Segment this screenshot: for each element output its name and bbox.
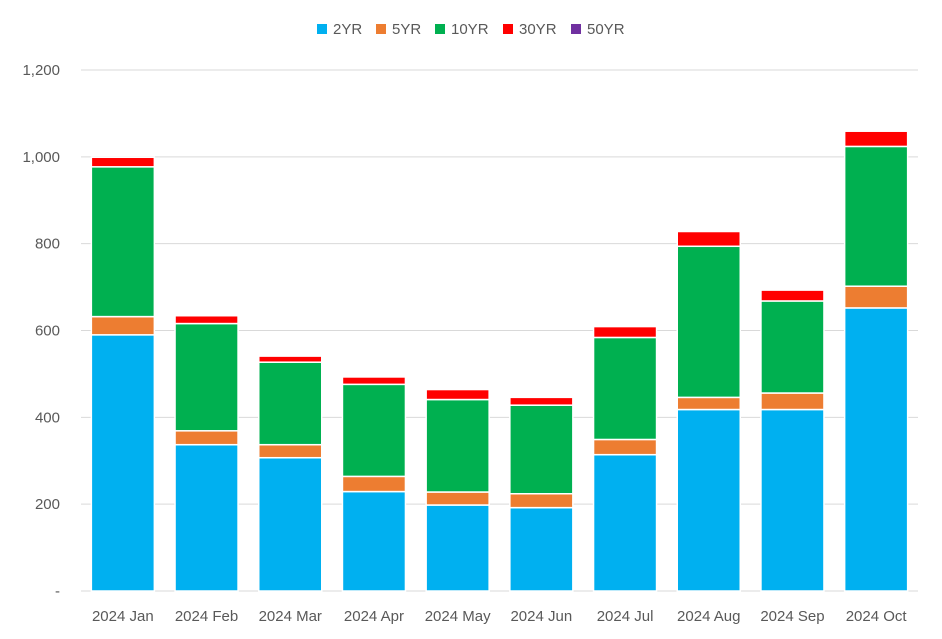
- x-axis: 2024 Jan 2024 Feb 2024 Mar 2024 Apr 2024 May…: [92, 608, 907, 625]
- x-tick-label: 2024 Apr: [344, 608, 404, 625]
- bar-segment-5yr: [425, 491, 490, 506]
- bars: [90, 130, 909, 592]
- x-tick-label: 2024 Mar: [259, 608, 322, 625]
- legend-swatch-2yr: [317, 24, 327, 34]
- bar-segment-10yr: [843, 145, 909, 287]
- bar-segment-10yr: [676, 245, 741, 399]
- bar-segment-30yr: [592, 325, 658, 339]
- bar-segment-30yr: [843, 130, 909, 148]
- bar-segment-30yr: [509, 396, 574, 406]
- bar-segment-5yr: [174, 430, 239, 446]
- x-tick-label: 2024 Sep: [760, 608, 824, 625]
- y-axis: - 200 400 600 800 1,000 1,200: [22, 62, 60, 600]
- bar-segment-5yr: [592, 438, 658, 456]
- bar-segment-10yr: [90, 166, 156, 318]
- bar-segment-10yr: [341, 383, 407, 478]
- legend-swatch-50yr: [571, 24, 581, 34]
- x-tick-label: 2024 Aug: [677, 608, 740, 625]
- bar-segment-5yr: [509, 492, 574, 509]
- bar-segment-5yr: [90, 315, 156, 336]
- bar-segment-2yr: [843, 307, 909, 592]
- y-tick-label: 400: [35, 409, 60, 426]
- bar-segment-10yr: [174, 322, 239, 432]
- x-tick-label: 2024 Jun: [510, 608, 572, 625]
- x-tick-label: 2024 May: [425, 608, 491, 625]
- bar-segment-30yr: [258, 355, 323, 363]
- bar-segment-30yr: [425, 388, 490, 401]
- bar-segment-10yr: [509, 404, 574, 495]
- x-tick-label: 2024 Oct: [846, 608, 908, 625]
- bar-segment-2yr: [425, 504, 490, 592]
- bar-segment-5yr: [676, 396, 741, 411]
- bar-segment-30yr: [341, 376, 407, 386]
- bar-segment-30yr: [760, 289, 825, 302]
- y-tick-label: 200: [35, 496, 60, 513]
- bar-segment-2yr: [592, 453, 658, 592]
- bar-segment-2yr: [90, 334, 156, 592]
- legend-label-30yr: 30YR: [519, 21, 557, 38]
- legend: 2YR 5YR 10YR 30YR 50YR: [317, 21, 625, 38]
- bar-segment-2yr: [258, 456, 323, 592]
- legend-label-10yr: 10YR: [451, 21, 489, 38]
- bar-segment-10yr: [425, 398, 490, 493]
- bar-segment-30yr: [676, 230, 741, 248]
- bar-segment-30yr: [174, 314, 239, 325]
- bar-segment-10yr: [592, 336, 658, 441]
- bar-segment-2yr: [341, 490, 407, 592]
- bar-segment-10yr: [760, 300, 825, 394]
- legend-swatch-30yr: [503, 24, 513, 34]
- legend-swatch-10yr: [435, 24, 445, 34]
- bar-segment-2yr: [509, 506, 574, 592]
- bar-segment-5yr: [258, 443, 323, 459]
- bar-segment-5yr: [760, 392, 825, 411]
- bar-segment-5yr: [843, 285, 909, 309]
- x-tick-label: 2024 Jul: [597, 608, 654, 625]
- bar-segment-5yr: [341, 475, 407, 493]
- legend-swatch-5yr: [376, 24, 386, 34]
- y-tick-label: 1,200: [22, 62, 60, 79]
- legend-label-5yr: 5YR: [392, 21, 421, 38]
- bar-segment-2yr: [174, 443, 239, 592]
- bar-segment-2yr: [760, 408, 825, 592]
- legend-label-2yr: 2YR: [333, 21, 362, 38]
- legend-label-50yr: 50YR: [587, 21, 625, 38]
- y-tick-label: -: [55, 583, 60, 600]
- bar-segment-30yr: [90, 156, 156, 168]
- bar-segment-2yr: [676, 408, 741, 592]
- bar-segment-10yr: [258, 361, 323, 446]
- x-tick-label: 2024 Feb: [175, 608, 238, 625]
- y-tick-label: 1,000: [22, 149, 60, 166]
- y-tick-label: 800: [35, 236, 60, 253]
- y-tick-label: 600: [35, 323, 60, 340]
- x-tick-label: 2024 Jan: [92, 608, 154, 625]
